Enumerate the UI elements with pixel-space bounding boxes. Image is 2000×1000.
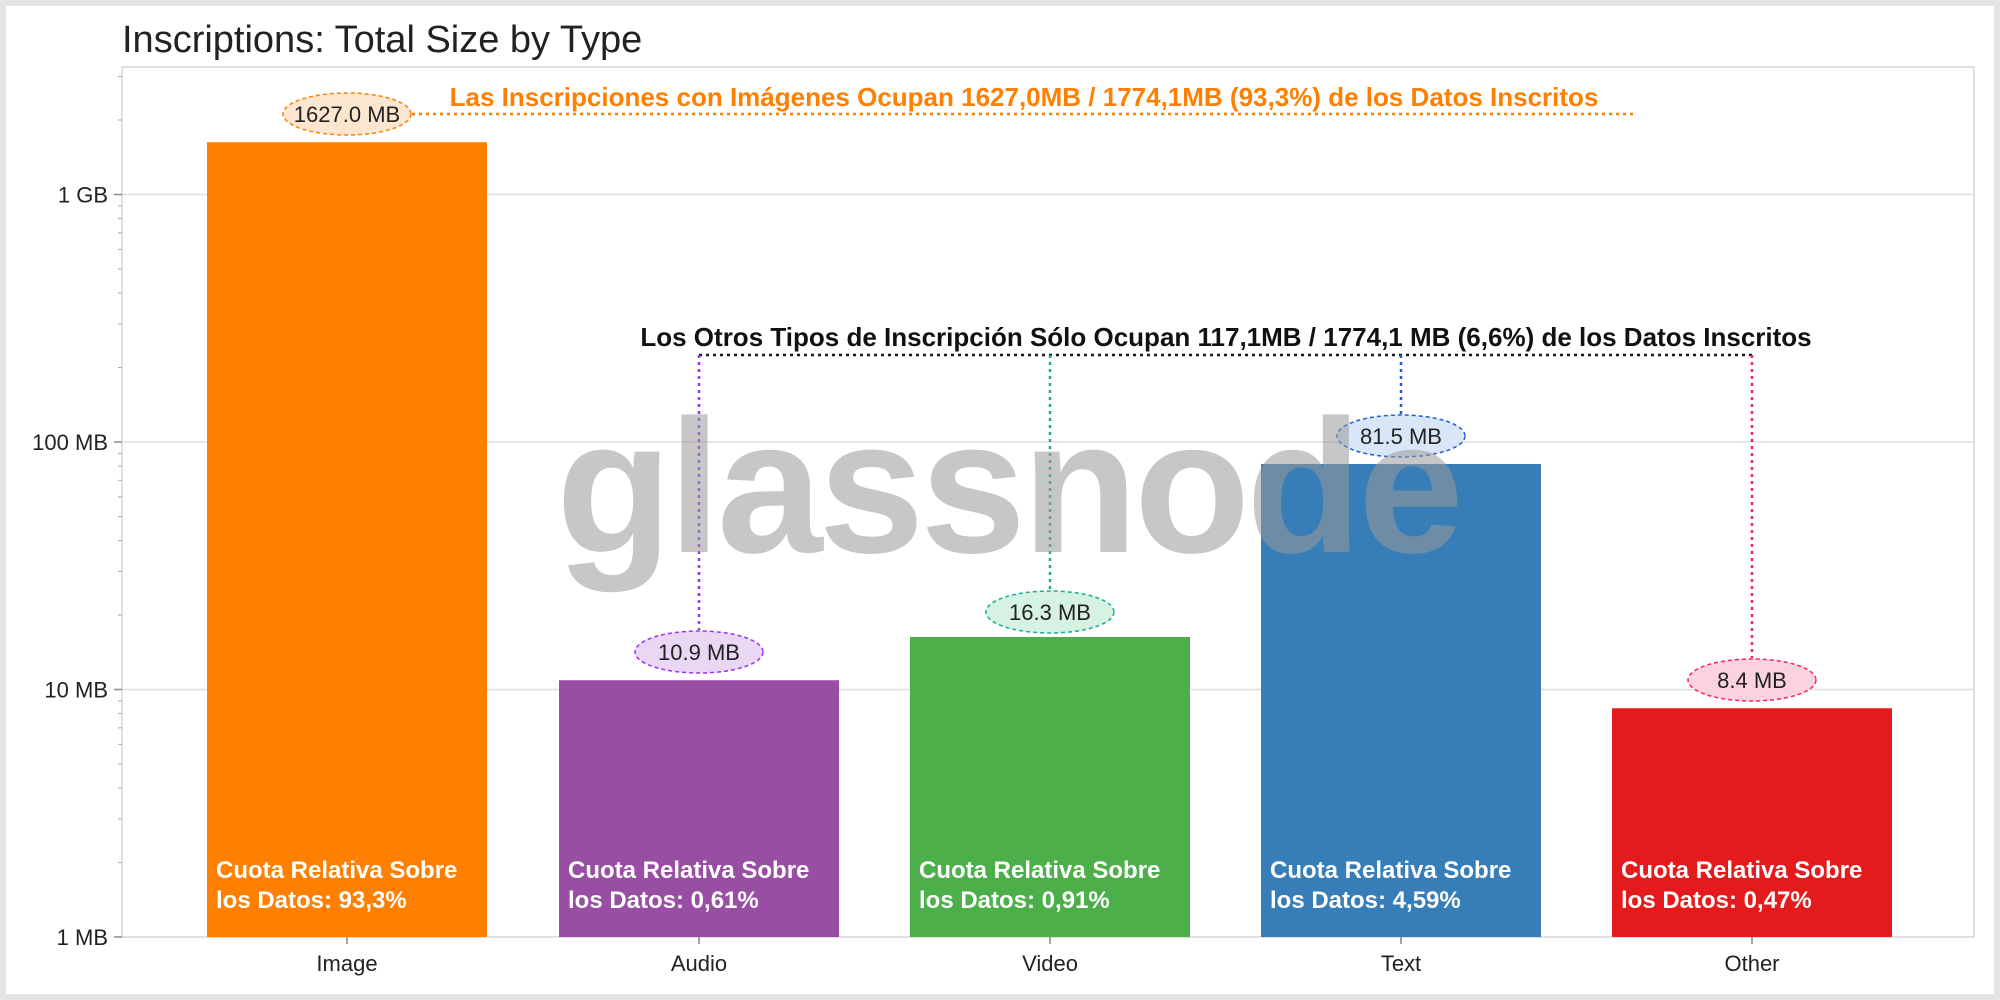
value-label: 1627.0 MB: [294, 102, 400, 127]
share-label-line1: Cuota Relativa Sobre: [1270, 857, 1511, 884]
image-annotation-text: Las Inscripciones con Imágenes Ocupan 16…: [450, 82, 1599, 112]
share-label-line2: los Datos: 0,61%: [568, 887, 759, 914]
value-bubble: [1687, 658, 1817, 702]
x-tick-label: Text: [1381, 951, 1421, 976]
share-label-line2: los Datos: 4,59%: [1270, 887, 1461, 914]
share-label-line1: Cuota Relativa Sobre: [1621, 857, 1862, 884]
bar-image: [207, 142, 487, 937]
bar-other: [1612, 708, 1892, 937]
value-label: 8.4 MB: [1717, 668, 1787, 693]
others-annotation-text: Los Otros Tipos de Inscripción Sólo Ocup…: [640, 322, 1811, 352]
share-label-line2: los Datos: 93,3%: [216, 887, 407, 914]
share-label-line1: Cuota Relativa Sobre: [568, 857, 809, 884]
x-tick-label: Video: [1022, 951, 1078, 976]
y-tick-label: 1 GB: [58, 183, 108, 208]
watermark-logo: glassnode: [556, 381, 1460, 593]
value-label: 16.3 MB: [1009, 600, 1091, 625]
value-bubble: [1336, 414, 1466, 458]
share-label-line2: los Datos: 0,91%: [919, 887, 1110, 914]
share-label-line1: Cuota Relativa Sobre: [919, 857, 1160, 884]
value-bubble: [282, 92, 412, 136]
x-tick-label: Image: [316, 951, 377, 976]
value-bubble: [985, 590, 1115, 634]
y-tick-label: 10 MB: [44, 678, 108, 703]
share-label-line2: los Datos: 0,47%: [1621, 887, 1812, 914]
value-label: 10.9 MB: [658, 640, 740, 665]
x-tick-label: Other: [1724, 951, 1779, 976]
y-tick-label: 100 MB: [32, 430, 108, 455]
share-label-line1: Cuota Relativa Sobre: [216, 857, 457, 884]
value-bubble: [634, 630, 764, 674]
bar-video: [910, 636, 1190, 937]
bar-audio: [559, 680, 839, 937]
bar-text: [1261, 463, 1541, 937]
chart-title: Inscriptions: Total Size by Type: [122, 19, 642, 61]
y-tick-label: 1 MB: [57, 925, 108, 950]
value-label: 81.5 MB: [1360, 424, 1442, 449]
x-tick-label: Audio: [671, 951, 727, 976]
